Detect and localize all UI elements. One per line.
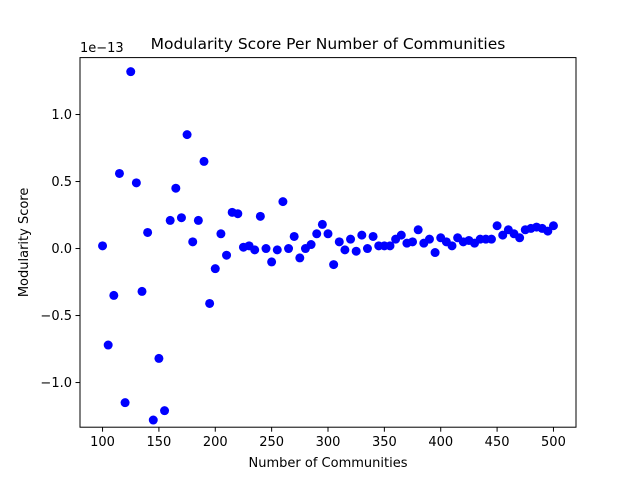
- x-tick-label: 500: [541, 435, 566, 450]
- data-point: [216, 229, 226, 239]
- y-tick-label: 1.0: [51, 108, 72, 123]
- data-point: [131, 178, 141, 188]
- data-point: [357, 230, 367, 240]
- data-point: [548, 221, 558, 231]
- chart-title: Modularity Score Per Number of Communiti…: [151, 35, 506, 53]
- data-point: [154, 353, 164, 363]
- data-point: [233, 209, 243, 219]
- data-point: [205, 298, 215, 308]
- y-tick-label: −0.5: [40, 309, 72, 324]
- data-point: [306, 240, 316, 250]
- x-tick-label: 200: [203, 435, 228, 450]
- x-tick-label: 350: [372, 435, 397, 450]
- data-point: [424, 234, 434, 244]
- data-point: [171, 183, 181, 193]
- data-point: [543, 226, 553, 236]
- data-point: [120, 398, 130, 408]
- data-point: [148, 415, 158, 425]
- data-point: [447, 241, 457, 251]
- data-point: [413, 225, 423, 235]
- data-point: [284, 244, 294, 254]
- data-point: [261, 244, 271, 254]
- data-point: [295, 253, 305, 263]
- data-point: [346, 234, 356, 244]
- x-axis-label: Number of Communities: [249, 456, 408, 471]
- data-point: [98, 241, 108, 251]
- data-point: [222, 250, 232, 260]
- data-point: [317, 219, 327, 229]
- data-point: [498, 230, 508, 240]
- x-axis-ticks: 100 150 200 250 300 350 400 450 500: [90, 427, 566, 450]
- data-point: [289, 231, 299, 241]
- x-tick-label: 300: [316, 435, 341, 450]
- data-point: [385, 241, 395, 251]
- data-point: [199, 156, 209, 166]
- x-tick-label: 400: [428, 435, 453, 450]
- data-point: [267, 257, 277, 267]
- data-point: [103, 340, 113, 350]
- data-point: [126, 67, 136, 77]
- data-point: [340, 245, 350, 255]
- data-point: [143, 227, 153, 237]
- data-point: [210, 264, 220, 274]
- data-point: [430, 248, 440, 258]
- data-point: [362, 244, 372, 254]
- data-point: [193, 215, 203, 225]
- data-point: [137, 286, 147, 296]
- x-tick-label: 450: [485, 435, 510, 450]
- data-point: [368, 231, 378, 241]
- y-tick-label: 0.0: [51, 242, 72, 257]
- data-point: [176, 213, 186, 223]
- scatter-points: [98, 67, 558, 425]
- x-tick-label: 150: [146, 435, 171, 450]
- data-point: [312, 229, 322, 239]
- data-point: [109, 290, 119, 300]
- x-tick-label: 100: [90, 435, 115, 450]
- x-tick-label: 250: [259, 435, 284, 450]
- data-point: [396, 230, 406, 240]
- data-point: [351, 246, 361, 256]
- data-point: [182, 130, 192, 140]
- data-point: [188, 237, 198, 247]
- data-point: [278, 197, 288, 207]
- y-offset-label: 1e−13: [80, 41, 124, 56]
- data-point: [160, 406, 170, 416]
- data-point: [408, 237, 418, 247]
- data-point: [329, 260, 339, 270]
- data-point: [334, 237, 344, 247]
- data-point: [492, 221, 502, 231]
- data-point: [486, 234, 496, 244]
- y-tick-label: 0.5: [51, 175, 72, 190]
- y-tick-label: −1.0: [40, 376, 72, 391]
- data-point: [255, 211, 265, 221]
- data-point: [323, 229, 333, 239]
- data-point: [515, 233, 525, 243]
- data-point: [272, 245, 282, 255]
- y-axis-label: Modularity Score: [17, 188, 32, 298]
- data-point: [114, 168, 124, 178]
- data-point: [165, 215, 175, 225]
- y-axis-ticks: −1.0 −0.5 0.0 0.5 1.0: [40, 108, 80, 391]
- data-point: [250, 245, 260, 255]
